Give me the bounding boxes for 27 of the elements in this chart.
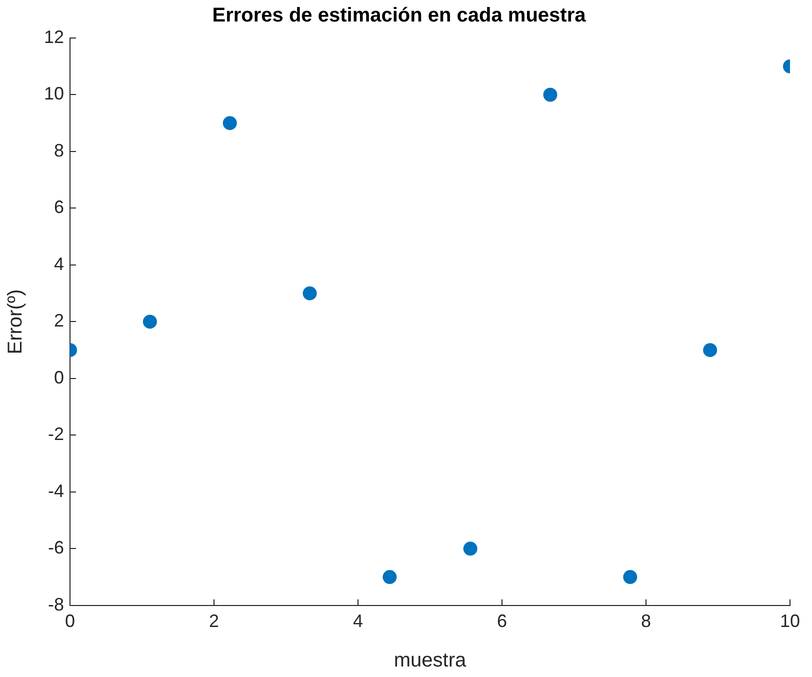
point: [543, 88, 558, 102]
point: [703, 343, 718, 358]
point: [302, 286, 317, 300]
y-tick-label: -2: [48, 424, 64, 444]
point: [222, 116, 237, 130]
point: [623, 570, 638, 584]
x-tick-label: 2: [209, 611, 220, 632]
y-tick-label: 2: [54, 310, 64, 331]
y-tick-label: 8: [54, 140, 64, 160]
point: [382, 570, 397, 584]
y-axis-title: Error(º): [4, 289, 27, 354]
x-tick-label: 8: [640, 611, 652, 632]
y-tick-label: -6: [48, 538, 64, 558]
x-tick-label: 10: [780, 611, 800, 632]
y-tick-label: 6: [54, 197, 64, 218]
y-tick-label: 10: [44, 84, 64, 104]
x-tick-label: 6: [496, 611, 508, 632]
point: [142, 314, 157, 329]
y-tick-label: 0: [54, 367, 64, 388]
y-tick-label: -8: [48, 594, 64, 614]
y-tick-label: 4: [54, 254, 64, 274]
y-tick-label: 12: [44, 26, 64, 47]
point: [463, 542, 478, 556]
x-axis-title: muestra: [394, 650, 468, 672]
x-tick-label: 4: [353, 611, 364, 632]
chart-title: Errores de estimación en cada muestra: [212, 4, 587, 27]
y-tick-label: -4: [48, 480, 64, 501]
